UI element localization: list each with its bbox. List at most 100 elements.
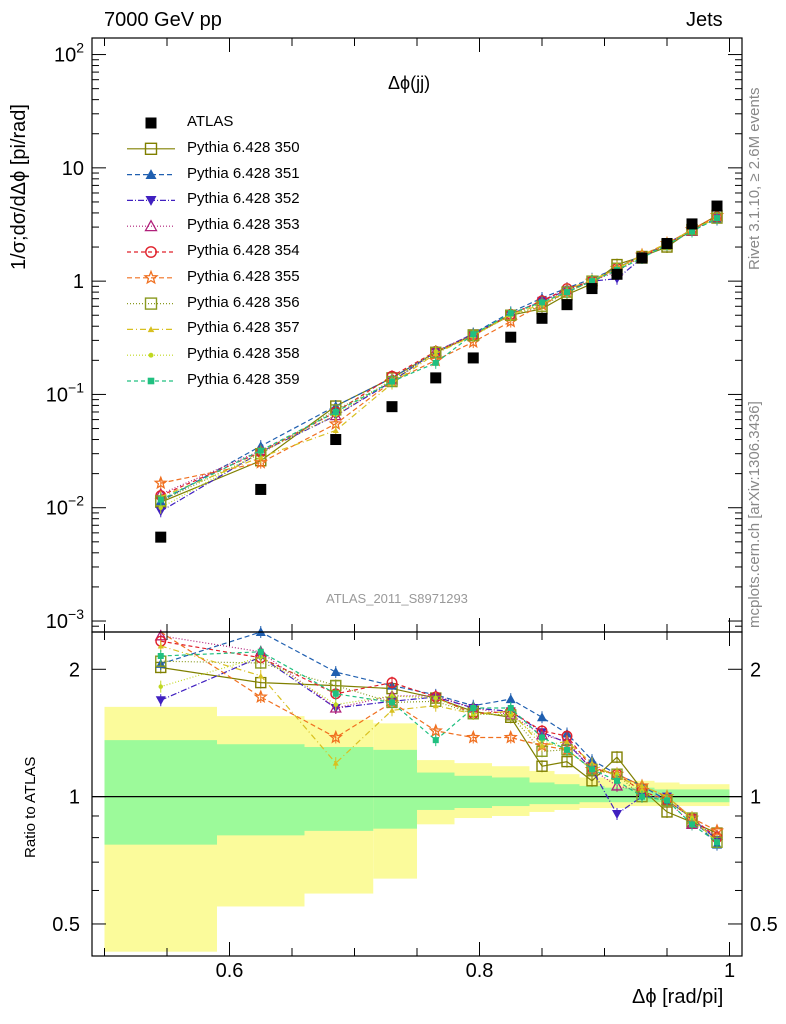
data-point (433, 349, 438, 354)
data-point (611, 268, 623, 280)
data-point (332, 408, 339, 415)
data-point (157, 643, 164, 649)
data-point (467, 352, 479, 364)
data-point (508, 712, 513, 718)
data-point (536, 312, 548, 324)
data-point (257, 447, 264, 454)
data-point (389, 699, 395, 706)
uncertainty-band-inner (492, 777, 530, 807)
data-point (714, 839, 720, 846)
data-point (505, 331, 517, 343)
data-point (157, 496, 164, 503)
legend-entry-label: Pythia 6.428 350 (187, 138, 300, 156)
legend-marker (145, 246, 157, 258)
data-point (714, 215, 720, 222)
x-tick-label: 1 (724, 960, 735, 982)
legend-marker (145, 169, 157, 179)
uncertainty-band-inner (679, 789, 705, 803)
data-point (332, 427, 339, 434)
ratio-y-tick-label-right: 1 (750, 787, 761, 809)
data-point (328, 729, 343, 744)
legend-entry-label: Pythia 6.428 354 (187, 242, 300, 259)
analysis-watermark: ATLAS_2011_S8971293 (326, 591, 468, 606)
y-tick-label-exponent: 2 (76, 40, 84, 56)
data-point (564, 746, 570, 753)
data-point (253, 689, 268, 704)
side-text-mcplots: mcplots.cern.ch [arXiv:1306.3436] (746, 401, 763, 628)
data-point (147, 377, 155, 385)
data-point (610, 779, 624, 791)
data-point (432, 359, 439, 366)
data-point (539, 734, 545, 741)
data-point (145, 169, 157, 179)
data-point (689, 821, 695, 828)
series-pythia-6-428-359-ratio (157, 645, 720, 849)
data-point (639, 793, 645, 800)
y-tick-label-exponent: −1 (68, 379, 84, 395)
x-axis-label: Δϕ [rad/pi] (632, 986, 724, 1008)
data-point (432, 702, 439, 709)
legend-entry-label: Pythia 6.428 356 (187, 293, 300, 311)
legend-marker (145, 117, 157, 129)
legend-marker (144, 142, 158, 156)
legend-marker (148, 352, 154, 358)
series-line (160, 640, 718, 839)
data-point (689, 815, 695, 821)
uncertainty-band-inner (579, 785, 605, 803)
series-line (160, 631, 718, 832)
ratio-y-tick-label-left: 0.5 (52, 914, 80, 936)
data-point (389, 378, 395, 385)
x-tick-label: 0.8 (466, 960, 494, 982)
data-point (428, 723, 443, 738)
y-tick-label: 1 (73, 271, 84, 293)
header-right: Jets (686, 9, 723, 31)
uncertainty-band-inner (704, 789, 730, 803)
data-point (612, 809, 622, 819)
legend-entry-label: Pythia 6.428 355 (187, 267, 300, 285)
data-point (143, 269, 159, 285)
data-point (711, 200, 723, 212)
data-point (257, 648, 264, 655)
data-point (158, 505, 163, 510)
uncertainty-band-inner (554, 784, 580, 805)
data-point (466, 729, 481, 744)
data-point (636, 252, 648, 264)
data-point (157, 652, 164, 659)
data-point (589, 766, 595, 773)
data-point (564, 289, 570, 296)
uncertainty-band-inner (217, 744, 305, 836)
data-point (505, 694, 516, 704)
series-line (160, 645, 718, 843)
ratio-y-tick-label-left: 2 (69, 659, 80, 681)
legend-entry-label: Pythia 6.428 359 (187, 371, 300, 388)
data-point (144, 142, 158, 156)
y-tick-label-exponent: −2 (68, 493, 84, 509)
uncertainty-band-inner (454, 775, 492, 808)
data-point (589, 278, 595, 285)
series-line (160, 656, 718, 841)
y-tick-label: 10 (62, 158, 84, 180)
chart-title: Δϕ(jj) (388, 73, 431, 93)
y-tick-label: 10−2 (46, 493, 84, 520)
data-point (664, 797, 670, 804)
ratio-y-tick-label-left: 1 (69, 787, 80, 809)
data-point (689, 228, 695, 235)
data-point (158, 684, 163, 689)
data-point (253, 455, 268, 469)
data-point (389, 693, 395, 699)
y-tick-label: 102 (54, 40, 84, 67)
data-point (470, 704, 477, 711)
data-point (433, 695, 438, 701)
data-point (561, 299, 573, 311)
data-point (430, 372, 442, 384)
y-tick-label: 10−1 (46, 379, 84, 406)
y-tick-label: 10−3 (46, 606, 84, 633)
data-point (611, 751, 623, 763)
data-point (330, 434, 342, 446)
ratio-y-tick-label-right: 0.5 (750, 914, 778, 936)
data-point (661, 806, 673, 818)
legend-entry-label: Pythia 6.428 352 (187, 190, 300, 208)
data-point (148, 352, 154, 358)
data-point (153, 475, 168, 490)
